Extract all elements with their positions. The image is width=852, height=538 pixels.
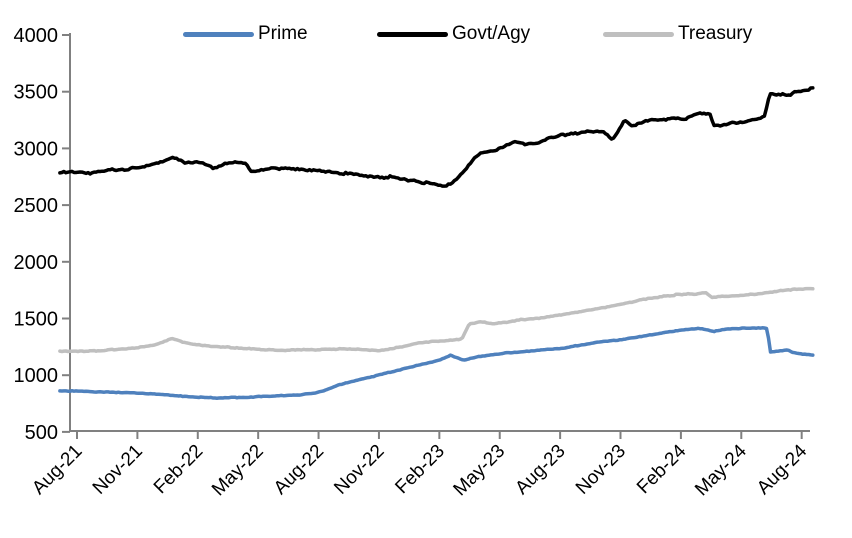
legend-label-treasury: Treasury xyxy=(678,23,753,44)
x-axis-tick-label: Aug-24 xyxy=(753,440,811,498)
x-axis-tick-label: Nov-21 xyxy=(89,441,147,499)
y-axis-tick-label: 3500 xyxy=(14,82,59,104)
x-axis-tick-label: Aug-21 xyxy=(28,441,86,499)
y-axis-tick-label: 2500 xyxy=(14,195,59,217)
prime-line-swatch-icon xyxy=(183,31,254,37)
govt-agy-line-swatch-icon xyxy=(377,31,448,37)
y-axis-tick-label: 4000 xyxy=(14,25,59,47)
legend-label-govt-agy: Govt/Agy xyxy=(452,23,531,44)
x-axis-tick-label: Nov-22 xyxy=(330,441,388,499)
x-axis-tick-label: May-22 xyxy=(208,441,268,501)
y-axis-tick-label: 1500 xyxy=(14,309,59,331)
x-axis-tick-label: May-23 xyxy=(450,441,510,501)
y-axis-tick-label: 1000 xyxy=(14,365,59,387)
series-line-govt-agy xyxy=(58,86,815,188)
legend-item-govt-agy: Govt/Agy xyxy=(377,22,530,46)
x-axis-tick-label: Feb-23 xyxy=(391,441,448,498)
series-line-treasury xyxy=(58,286,815,354)
y-axis-tick-label: 500 xyxy=(25,422,58,444)
series-line-prime xyxy=(58,326,815,400)
legend-label-prime: Prime xyxy=(258,23,308,44)
legend: Prime Govt/Agy Treasury xyxy=(0,0,852,46)
y-axis-tick-label: 3000 xyxy=(14,138,59,160)
treasury-line-swatch-icon xyxy=(603,31,674,37)
x-axis-tick-label: Feb-22 xyxy=(150,441,207,498)
x-axis-tick-label: Nov-23 xyxy=(572,441,630,499)
x-axis-tick-label: May-24 xyxy=(691,440,751,500)
x-axis-tick-label: Aug-23 xyxy=(511,441,569,499)
x-axis-tick-label: Aug-22 xyxy=(270,441,328,499)
x-axis-tick-label: Feb-24 xyxy=(633,440,691,498)
legend-item-treasury: Treasury xyxy=(603,22,752,46)
y-axis-tick-label: 2000 xyxy=(14,252,59,274)
legend-item-prime: Prime xyxy=(183,22,308,46)
